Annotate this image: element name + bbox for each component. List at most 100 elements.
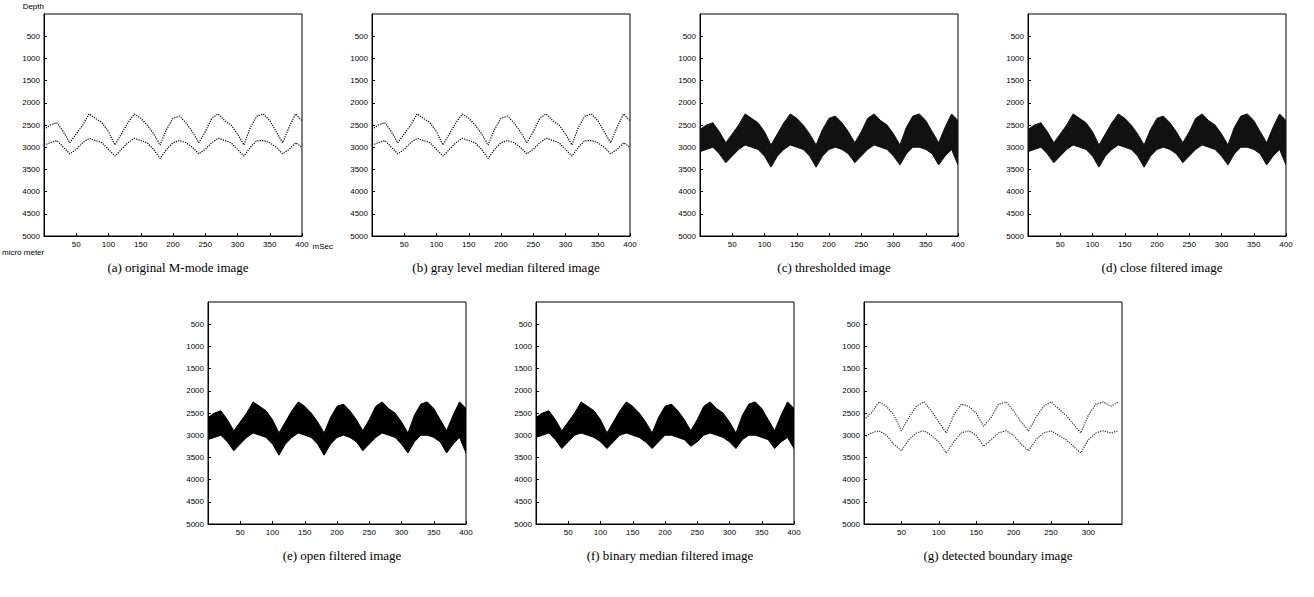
- svg-text:2500: 2500: [1006, 121, 1024, 130]
- svg-text:400: 400: [951, 240, 965, 249]
- svg-text:3500: 3500: [22, 165, 40, 174]
- svg-text:micro meter: micro meter: [2, 248, 45, 257]
- svg-text:2500: 2500: [22, 121, 40, 130]
- svg-text:100: 100: [102, 240, 116, 249]
- svg-text:(c) thresholded image: (c) thresholded image: [777, 260, 891, 275]
- svg-text:1500: 1500: [1006, 76, 1024, 85]
- svg-text:500: 500: [355, 32, 369, 41]
- svg-text:100: 100: [430, 240, 444, 249]
- svg-text:300: 300: [559, 240, 573, 249]
- svg-text:50: 50: [72, 240, 81, 249]
- svg-text:200: 200: [658, 528, 672, 537]
- svg-text:(f) binary median filtered ima: (f) binary median filtered image: [587, 548, 754, 563]
- svg-text:1000: 1000: [678, 54, 696, 63]
- svg-text:4500: 4500: [514, 497, 532, 506]
- svg-text:1500: 1500: [186, 364, 204, 373]
- svg-text:4000: 4000: [186, 475, 204, 484]
- svg-text:400: 400: [787, 528, 801, 537]
- svg-text:5000: 5000: [678, 232, 696, 241]
- svg-text:1500: 1500: [22, 76, 40, 85]
- svg-text:2500: 2500: [514, 409, 532, 418]
- svg-text:100: 100: [594, 528, 608, 537]
- svg-text:500: 500: [847, 320, 861, 329]
- svg-text:4000: 4000: [350, 187, 368, 196]
- svg-text:2500: 2500: [842, 409, 860, 418]
- svg-text:1000: 1000: [842, 342, 860, 351]
- svg-text:3000: 3000: [842, 431, 860, 440]
- svg-text:400: 400: [623, 240, 637, 249]
- svg-text:100: 100: [758, 240, 772, 249]
- svg-text:200: 200: [330, 528, 344, 537]
- svg-text:2500: 2500: [350, 121, 368, 130]
- svg-text:(b) gray level median filtered: (b) gray level median filtered image: [412, 260, 600, 275]
- svg-text:4000: 4000: [842, 475, 860, 484]
- svg-text:250: 250: [527, 240, 541, 249]
- svg-text:250: 250: [1183, 240, 1197, 249]
- svg-text:350: 350: [263, 240, 277, 249]
- svg-text:3500: 3500: [678, 165, 696, 174]
- svg-text:4000: 4000: [678, 187, 696, 196]
- svg-text:150: 150: [969, 528, 983, 537]
- svg-text:500: 500: [1011, 32, 1025, 41]
- svg-text:500: 500: [683, 32, 697, 41]
- svg-text:50: 50: [400, 240, 409, 249]
- svg-text:(d) close filtered image: (d) close filtered image: [1102, 260, 1223, 275]
- svg-text:250: 250: [691, 528, 705, 537]
- svg-text:4000: 4000: [1006, 187, 1024, 196]
- svg-text:200: 200: [822, 240, 836, 249]
- svg-text:500: 500: [27, 32, 41, 41]
- svg-text:350: 350: [427, 528, 441, 537]
- svg-text:1500: 1500: [842, 364, 860, 373]
- svg-text:150: 150: [134, 240, 148, 249]
- svg-text:(g) detected boundary image: (g) detected boundary image: [923, 548, 1072, 563]
- svg-text:2500: 2500: [678, 121, 696, 130]
- svg-text:150: 150: [462, 240, 476, 249]
- svg-text:200: 200: [494, 240, 508, 249]
- svg-text:5000: 5000: [22, 232, 40, 241]
- svg-text:1000: 1000: [186, 342, 204, 351]
- svg-text:3500: 3500: [350, 165, 368, 174]
- svg-text:500: 500: [519, 320, 533, 329]
- svg-text:(a) original M-mode image: (a) original M-mode image: [107, 260, 248, 275]
- svg-text:3000: 3000: [186, 431, 204, 440]
- svg-text:1000: 1000: [350, 54, 368, 63]
- svg-text:4500: 4500: [678, 209, 696, 218]
- svg-text:4500: 4500: [842, 497, 860, 506]
- svg-text:2000: 2000: [186, 386, 204, 395]
- svg-text:150: 150: [626, 528, 640, 537]
- svg-text:5000: 5000: [842, 520, 860, 529]
- svg-text:2500: 2500: [186, 409, 204, 418]
- svg-text:Depth: Depth: [23, 2, 44, 11]
- svg-text:400: 400: [1279, 240, 1293, 249]
- svg-text:2000: 2000: [678, 98, 696, 107]
- svg-text:100: 100: [932, 528, 946, 537]
- svg-text:3000: 3000: [514, 431, 532, 440]
- svg-text:3500: 3500: [842, 453, 860, 462]
- svg-text:250: 250: [855, 240, 869, 249]
- svg-text:250: 250: [363, 528, 377, 537]
- svg-text:150: 150: [790, 240, 804, 249]
- svg-text:5000: 5000: [186, 520, 204, 529]
- svg-text:350: 350: [591, 240, 605, 249]
- svg-text:1000: 1000: [22, 54, 40, 63]
- svg-text:3000: 3000: [678, 143, 696, 152]
- svg-text:mSec: mSec: [313, 242, 333, 251]
- svg-text:200: 200: [166, 240, 180, 249]
- svg-text:500: 500: [191, 320, 205, 329]
- svg-text:2000: 2000: [350, 98, 368, 107]
- svg-text:300: 300: [723, 528, 737, 537]
- svg-text:300: 300: [887, 240, 901, 249]
- svg-text:50: 50: [1056, 240, 1065, 249]
- svg-text:3000: 3000: [1006, 143, 1024, 152]
- svg-text:300: 300: [1082, 528, 1096, 537]
- svg-text:4500: 4500: [350, 209, 368, 218]
- svg-text:50: 50: [897, 528, 906, 537]
- svg-text:200: 200: [1007, 528, 1021, 537]
- svg-text:1500: 1500: [514, 364, 532, 373]
- svg-text:150: 150: [1118, 240, 1132, 249]
- svg-text:5000: 5000: [350, 232, 368, 241]
- svg-text:350: 350: [919, 240, 933, 249]
- svg-text:2000: 2000: [842, 386, 860, 395]
- svg-text:350: 350: [755, 528, 769, 537]
- svg-text:5000: 5000: [514, 520, 532, 529]
